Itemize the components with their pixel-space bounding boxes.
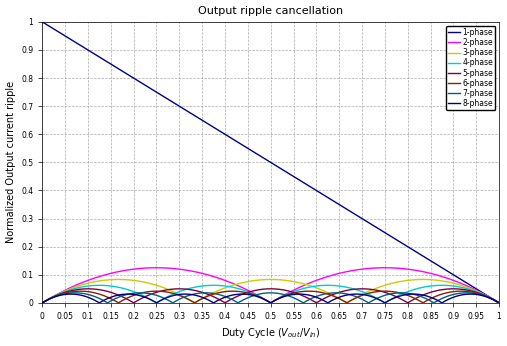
3-phase: [66, 287, 73, 291]
5-phase: [263, 287, 269, 291]
5-phase: [66, 289, 73, 293]
6-phase: [496, 301, 502, 305]
1-phase: [496, 301, 502, 305]
Title: Output ripple cancellation: Output ripple cancellation: [198, 6, 343, 16]
3-phase: [39, 301, 45, 305]
4-phase: [263, 298, 269, 302]
6-phase: [77, 289, 83, 293]
7-phase: [472, 291, 478, 295]
Line: 3-phase: 3-phase: [42, 280, 499, 303]
5-phase: [39, 301, 45, 305]
8-phase: [68, 292, 74, 296]
Line: 2-phase: 2-phase: [42, 268, 499, 303]
3-phase: [115, 277, 121, 282]
7-phase: [58, 292, 64, 297]
3-phase: [344, 301, 350, 305]
3-phase: [41, 300, 47, 304]
2-phase: [66, 286, 73, 290]
4-phase: [41, 300, 47, 304]
5-phase: [472, 290, 478, 294]
6-phase: [58, 292, 64, 296]
7-phase: [496, 301, 502, 305]
2-phase: [154, 266, 160, 270]
7-phase: [66, 291, 73, 295]
7-phase: [41, 300, 47, 304]
8-phase: [129, 292, 135, 296]
1-phase: [66, 37, 73, 41]
4-phase: [496, 301, 502, 305]
X-axis label: Duty Cycle ($V_{out}/V_{in}$): Duty Cycle ($V_{out}/V_{in}$): [221, 326, 320, 340]
5-phase: [41, 300, 47, 304]
3-phase: [263, 277, 269, 282]
1-phase: [472, 286, 478, 290]
3-phase: [58, 291, 64, 295]
2-phase: [58, 290, 64, 294]
1-phase: [129, 75, 135, 79]
2-phase: [129, 267, 135, 272]
Line: 5-phase: 5-phase: [42, 289, 499, 303]
5-phase: [129, 300, 135, 304]
Line: 8-phase: 8-phase: [42, 294, 499, 303]
8-phase: [66, 292, 73, 296]
3-phase: [496, 301, 502, 305]
7-phase: [39, 301, 45, 305]
8-phase: [496, 301, 502, 305]
5-phase: [496, 301, 502, 305]
4-phase: [66, 288, 73, 292]
8-phase: [263, 298, 269, 302]
6-phase: [66, 290, 73, 294]
3-phase: [129, 278, 135, 282]
5-phase: [58, 292, 64, 296]
Legend: 1-phase, 2-phase, 3-phase, 4-phase, 5-phase, 6-phase, 7-phase, 8-phase: 1-phase, 2-phase, 3-phase, 4-phase, 5-ph…: [446, 26, 495, 110]
6-phase: [263, 298, 269, 302]
4-phase: [129, 289, 135, 293]
Line: 6-phase: 6-phase: [42, 291, 499, 303]
4-phase: [58, 291, 64, 295]
4-phase: [39, 301, 45, 305]
6-phase: [39, 301, 45, 305]
6-phase: [41, 300, 47, 304]
1-phase: [39, 20, 45, 24]
2-phase: [496, 301, 502, 305]
Y-axis label: Normalized Output current ripple: Normalized Output current ripple: [6, 81, 16, 244]
7-phase: [263, 291, 269, 295]
Line: 4-phase: 4-phase: [42, 285, 499, 303]
7-phase: [202, 291, 208, 295]
8-phase: [58, 293, 64, 297]
1-phase: [58, 31, 64, 36]
4-phase: [472, 289, 478, 293]
1-phase: [263, 157, 269, 161]
4-phase: [96, 283, 102, 288]
2-phase: [41, 300, 47, 304]
6-phase: [129, 294, 135, 298]
Line: 1-phase: 1-phase: [42, 22, 499, 303]
7-phase: [129, 291, 135, 295]
5-phase: [85, 287, 91, 291]
6-phase: [472, 291, 478, 295]
8-phase: [472, 292, 478, 297]
1-phase: [41, 21, 47, 25]
2-phase: [472, 288, 478, 292]
8-phase: [39, 301, 45, 305]
2-phase: [39, 301, 45, 305]
2-phase: [263, 298, 269, 302]
3-phase: [472, 288, 478, 292]
Line: 7-phase: 7-phase: [42, 293, 499, 303]
8-phase: [41, 300, 47, 304]
6-phase: [344, 301, 350, 305]
